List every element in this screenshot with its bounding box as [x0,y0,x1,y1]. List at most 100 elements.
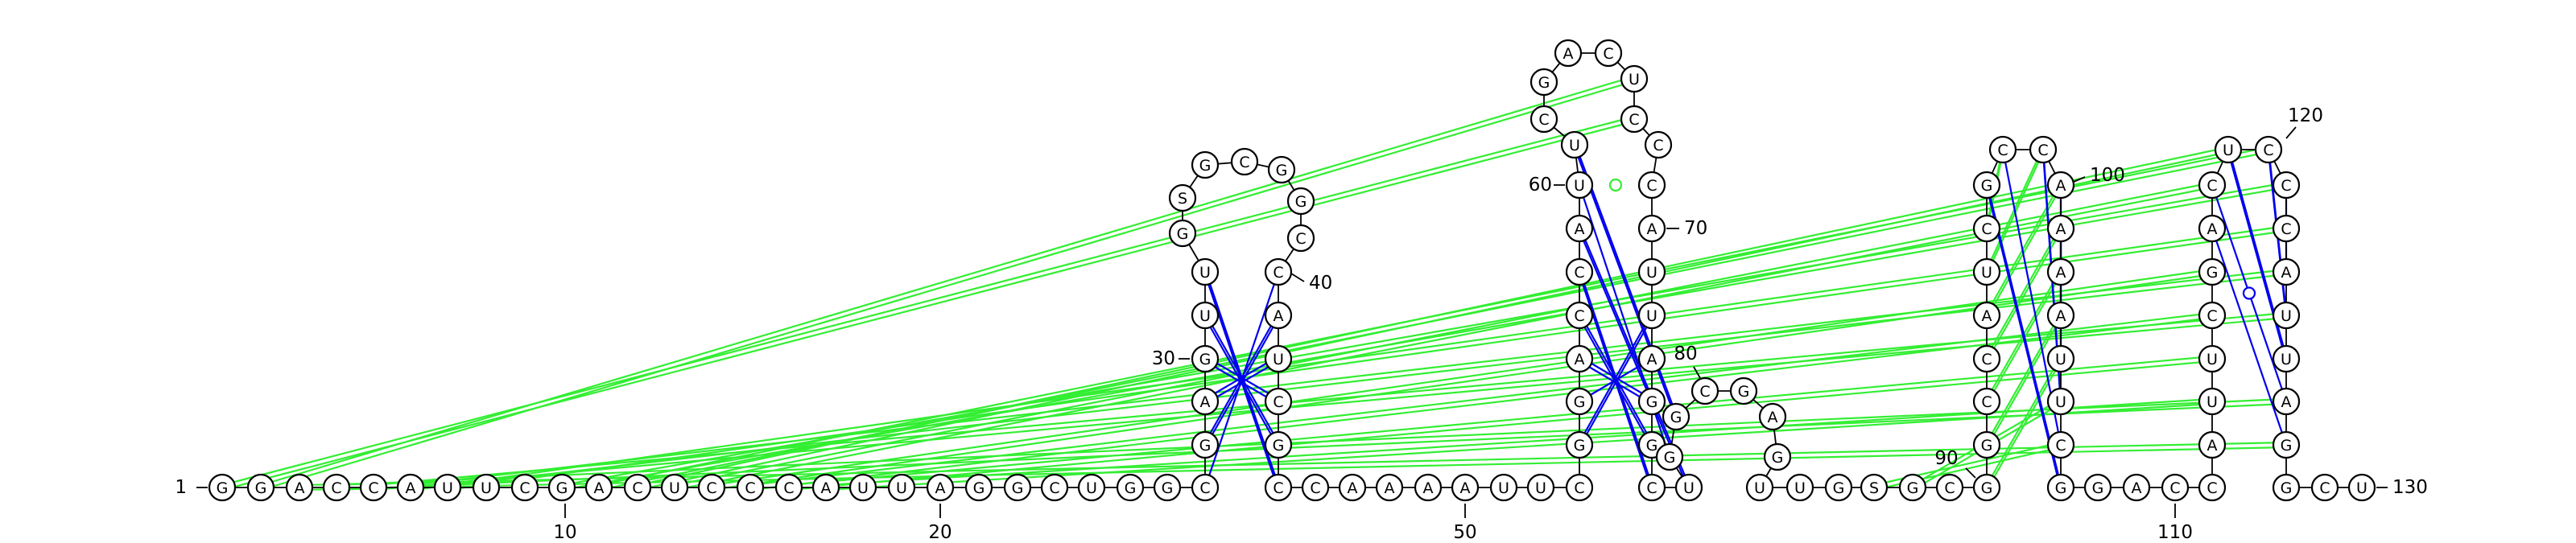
nucleotide: C [1264,473,1293,502]
position-tick [2285,126,2297,139]
nucleotide-letter: G [1538,74,1550,92]
nucleotide-circle [1972,214,2001,243]
nucleotide: C [1530,105,1558,134]
nucleotide-letter: A [2281,393,2292,411]
nucleotide: U [660,473,689,502]
nucleotide-circle [1729,376,1758,405]
position-label: 50 [1453,522,1476,543]
nucleotide: G [1168,219,1197,248]
nucleotide-letter: C [1603,45,1613,63]
nucleotide-circle [2198,214,2227,243]
nucleotide-letter: C [2319,479,2330,497]
nucleotide-circle [2046,171,2075,200]
pseudoknot-layer [221,75,2287,492]
nucleotide-circle [1637,344,1666,373]
nucleotide-circle [2046,430,2075,459]
nucleotide: G [1191,430,1220,459]
nucleotide-circle [1972,473,2001,502]
nucleotide: G [246,473,275,502]
nucleotide-letter: U [669,479,680,497]
nucleotide-circle [1301,473,1330,502]
nucleotide-letter: C [1273,393,1283,411]
nucleotide: U [1745,473,1774,502]
nucleotide: A [285,473,314,502]
nucleotide-letter: U [1498,479,1509,497]
nucleotide: C [2198,171,2227,200]
nucleotide-letter: C [2207,479,2217,497]
nucleotide-letter: U [2281,307,2292,325]
nucleotide-letter: A [1647,220,1657,238]
nucleotide-circle [926,473,955,502]
nucleotide-circle [1763,442,1792,471]
nucleotide-letter: A [1460,479,1471,497]
nucleotide: C [1644,130,1673,159]
pseudoknot-pair-line [221,120,1635,492]
nucleotide: C [1301,473,1330,502]
nucleotide: U [1637,257,1666,286]
nucleotide-circle [1565,344,1594,373]
nucleotide: C [1637,473,1666,502]
nucleotide-circle [1620,64,1649,93]
nucleotide-letter: G [556,479,568,497]
nucleotide-letter: U [1273,351,1284,368]
nucleotide-circle [1637,257,1666,286]
nucleotide: G [1655,442,1684,471]
nucleotide-letter: G [2281,479,2293,497]
nucleotide-letter: A [2056,177,2066,195]
nucleotide-circle [1637,214,1666,243]
nucleotide-letter: A [1575,351,1585,368]
nucleotide-circle [1644,130,1673,159]
pseudoknot-pair-line [674,181,2213,487]
pseudoknot-pair-line [410,273,2287,492]
pseudoknot-pair-line [711,268,2213,487]
nucleotide-letter: G [2055,479,2067,497]
nucleotide-circle [1972,171,2001,200]
nucleotide: G [1898,473,1927,502]
nucleotide: A [1565,344,1594,373]
nucleotide: C [1935,473,1964,502]
nucleotide-circle [1191,257,1220,286]
nucleotide: C [2254,135,2283,164]
nucleotide-circle [1526,473,1555,502]
nucleotide-letter: G [1273,437,1285,455]
nucleotide-circle [2272,301,2301,330]
nucleotide-letter: A [594,479,605,497]
nucleotide: U [1489,473,1518,502]
nucleotide: G [2046,473,2075,502]
nucleotide: G [1662,402,1690,431]
nucleotide-circle [2272,387,2301,416]
nucleotide-letter: U [2356,479,2368,497]
pseudoknot-pair-line [674,186,2213,492]
nucleotide-circle [1489,473,1518,502]
pseudoknot-pair-line [749,316,2213,492]
nucleotide-letter: A [821,479,832,497]
nucleotide-letter: U [857,479,869,497]
nucleotide-circle [1264,257,1293,286]
nucleotide-circle [2046,301,2075,330]
nucleotide-letter: S [1869,479,1879,497]
nucleotide: G [1264,430,1293,459]
nucleotide: U [1560,130,1589,159]
nucleotide-letter: U [2055,393,2066,411]
nucleotide-letter: A [1647,351,1657,368]
pseudoknot-pair-line [788,355,2213,487]
nucleotide: A [926,473,955,502]
nucleotide-letter: C [783,479,794,497]
pseudoknot-pair-line [637,146,2229,487]
nucleotide: A [1637,344,1666,373]
nucleotide: A [2046,257,2075,286]
nucleotide: A [2046,171,2075,200]
nucleotide: U [433,473,462,502]
nucleotide-circle [1077,473,1106,502]
nucleotide: C [1972,344,2001,373]
nucleotide-letter: C [2169,479,2180,497]
nucleotide-circle [472,473,501,502]
position-label: 10 [553,522,576,543]
nucleotide-circle [1191,430,1220,459]
nucleotide-letter: A [2281,264,2292,282]
nucleotide: C [1565,257,1594,286]
nucleotide: C [1620,105,1649,134]
nucleotide: U [1620,64,1649,93]
nucleotide-circle [2198,257,2227,286]
nucleotide: C [1637,171,1666,200]
